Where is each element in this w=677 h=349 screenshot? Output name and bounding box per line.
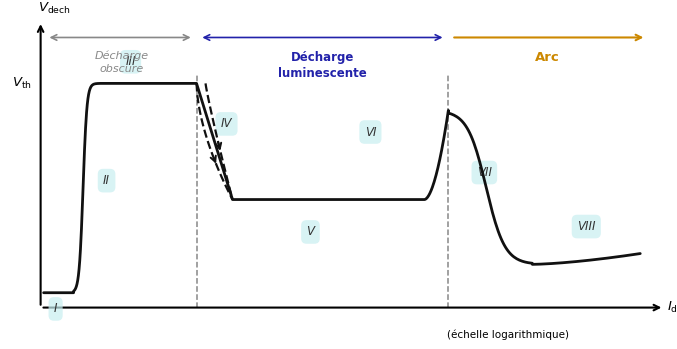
Text: II: II — [103, 174, 110, 187]
Text: $V_\mathrm{th}$: $V_\mathrm{th}$ — [12, 76, 32, 91]
Text: Décharge
luminescente: Décharge luminescente — [278, 51, 367, 80]
Text: VI: VI — [365, 126, 376, 139]
Text: IV: IV — [221, 117, 232, 131]
Text: III: III — [125, 55, 136, 68]
Text: V: V — [307, 225, 314, 238]
Text: Arc: Arc — [535, 51, 560, 64]
Text: Décharge
obscure: Décharge obscure — [95, 51, 149, 74]
Text: VIII: VIII — [577, 220, 596, 233]
Text: (échelle logarithmique): (échelle logarithmique) — [447, 329, 569, 340]
Text: $V_\mathrm{dech}$: $V_\mathrm{dech}$ — [38, 1, 70, 16]
Text: I: I — [54, 303, 58, 315]
Text: VII: VII — [477, 166, 492, 179]
Text: $I_\mathrm{dech}$: $I_\mathrm{dech}$ — [668, 300, 677, 315]
